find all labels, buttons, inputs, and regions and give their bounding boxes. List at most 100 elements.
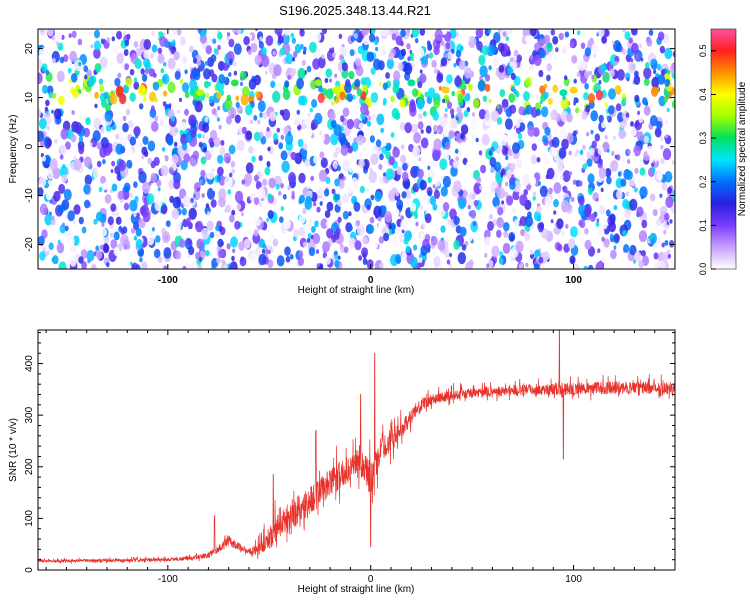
heatmap-blob [245,104,253,116]
heatmap-blob [160,156,166,164]
heatmap-blob [478,109,486,120]
heatmap-blob [444,141,451,150]
heatmap-blob [131,227,136,234]
heatmap-blob [584,47,592,57]
heatmap-blob [226,94,232,102]
heatmap-blob [57,205,64,215]
heatmap-blob [601,36,606,43]
heatmap-blob [411,123,418,134]
heatmap-blob [498,64,505,73]
heatmap-blob [484,112,491,121]
heatmap-blob [104,194,112,204]
heatmap-blob [623,244,630,253]
heatmap-blob [609,233,614,239]
heatmap-blob [198,256,203,262]
heatmap-blob [421,55,429,65]
heatmap-blob [156,179,162,187]
heatmap-blob [613,40,622,52]
heatmap-blob [436,73,444,83]
heatmap-blob [366,188,370,192]
heatmap-blob [385,168,394,181]
heatmap-blob [307,113,311,117]
heatmap-blob [138,218,146,229]
heatmap-blob [586,158,593,167]
heatmap-blob [55,41,60,47]
heatmap-blob [465,261,473,269]
heatmap-blob [520,229,526,237]
heatmap-blob [578,60,586,72]
heatmap-blob [535,102,542,111]
heatmap-blob [257,100,266,112]
heatmap-blob [570,226,578,238]
heatmap-blob [197,60,202,66]
heatmap-blob [262,111,268,120]
heatmap-blob [491,167,494,172]
heatmap-blob [257,187,266,200]
heatmap-blob [106,262,110,268]
heatmap-blob [432,124,438,133]
heatmap-blob [272,133,279,141]
heatmap-blob [420,245,428,256]
heatmap-blob [665,224,670,231]
heatmap-blob [346,118,354,130]
heatmap-blob [440,57,448,67]
heatmap-blob [573,101,576,106]
heatmap-blob [359,185,365,194]
heatmap-blob [197,133,202,139]
heatmap-blob [150,105,155,111]
heatmap-blob [202,122,210,133]
heatmap-blob [147,235,155,246]
heatmap-blob [173,218,182,231]
heatmap-blob [643,105,651,116]
heatmap-blob [90,264,97,269]
heatmap-blob [215,224,220,232]
heatmap-blob [537,181,542,186]
heatmap-blob [605,209,611,217]
heatmap-blob [147,157,152,165]
heatmap-blob [579,155,586,165]
heatmap-blob [494,161,502,172]
heatmap-blob [587,187,594,195]
heatmap-blob [284,80,290,88]
heatmap-hotspot [332,86,341,94]
heatmap-blob [551,148,558,157]
heatmap-blob [597,145,605,156]
heatmap-blob [283,29,291,36]
heatmap-blob [278,142,284,150]
heatmap-blob [280,134,285,140]
heatmap-blob [216,257,221,264]
snr-y-label: SNR (10 * v/v) [8,418,19,482]
heatmap-blob [416,98,425,110]
heatmap-blob [615,103,622,112]
heatmap-blob [518,106,525,116]
heatmap-blob [544,196,552,208]
heatmap-blob [153,248,161,259]
heatmap-blob [432,149,441,161]
heatmap-blob [551,136,560,148]
heatmap-blob [610,160,619,172]
heatmap-blob [457,252,466,265]
heatmap-blob [584,70,590,79]
heatmap-blob [473,199,479,207]
heatmap-blob [471,112,475,117]
heatmap-blob [512,208,516,213]
heatmap-blob [259,202,263,208]
heatmap-blob [517,133,523,140]
heatmap-blob [47,29,54,37]
heatmap-blob [527,125,536,137]
heatmap-blob [298,95,305,106]
heatmap-blob [58,183,66,195]
heatmap-blob [149,91,157,102]
heatmap-blob [419,69,423,74]
heatmap-blob [348,165,354,173]
heatmap-blob [176,109,180,114]
heatmap-blob [375,46,379,52]
heatmap-blob [406,43,411,50]
heatmap-hotspot [407,79,416,87]
heatmap-blob [505,181,509,187]
heatmap-blob [115,216,122,225]
heatmap-blob [346,142,351,148]
heatmap-blob [351,177,359,188]
heatmap-blob [370,67,376,75]
